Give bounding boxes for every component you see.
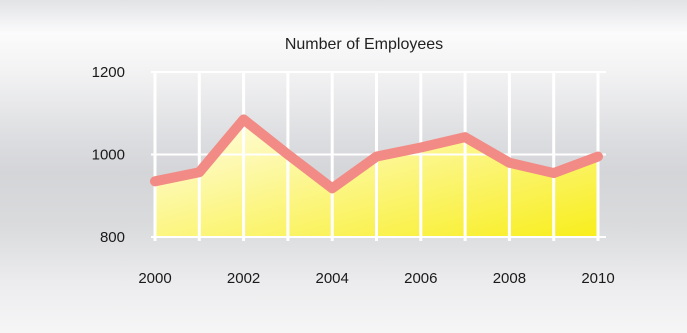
y-tick-label: 1000 [92,147,125,164]
x-tick-label: 2002 [227,270,260,287]
x-tick-label: 2008 [493,270,526,287]
x-axis-ticks: 2000 2002 2004 2006 2008 2010 [138,270,614,287]
y-tick-label: 1200 [92,64,125,81]
x-tick-label: 2006 [404,270,437,287]
y-tick-label: 800 [100,229,125,246]
line-layer [150,114,603,194]
chart-title: Number of Employees [285,36,443,53]
y-axis-ticks: 800 1000 1200 [92,64,125,246]
x-tick-label: 2010 [581,270,614,287]
series-line [150,114,603,194]
x-tick-label: 2000 [138,270,171,287]
x-tick-label: 2004 [316,270,349,287]
